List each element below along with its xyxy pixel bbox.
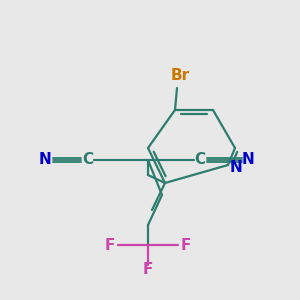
Text: N: N — [39, 152, 51, 167]
Text: C: C — [194, 152, 206, 167]
Text: C: C — [82, 152, 94, 167]
Text: F: F — [181, 238, 191, 253]
Text: Br: Br — [170, 68, 190, 83]
Text: N: N — [230, 160, 242, 175]
Text: N: N — [242, 152, 254, 167]
Text: F: F — [143, 262, 153, 278]
Text: F: F — [105, 238, 115, 253]
